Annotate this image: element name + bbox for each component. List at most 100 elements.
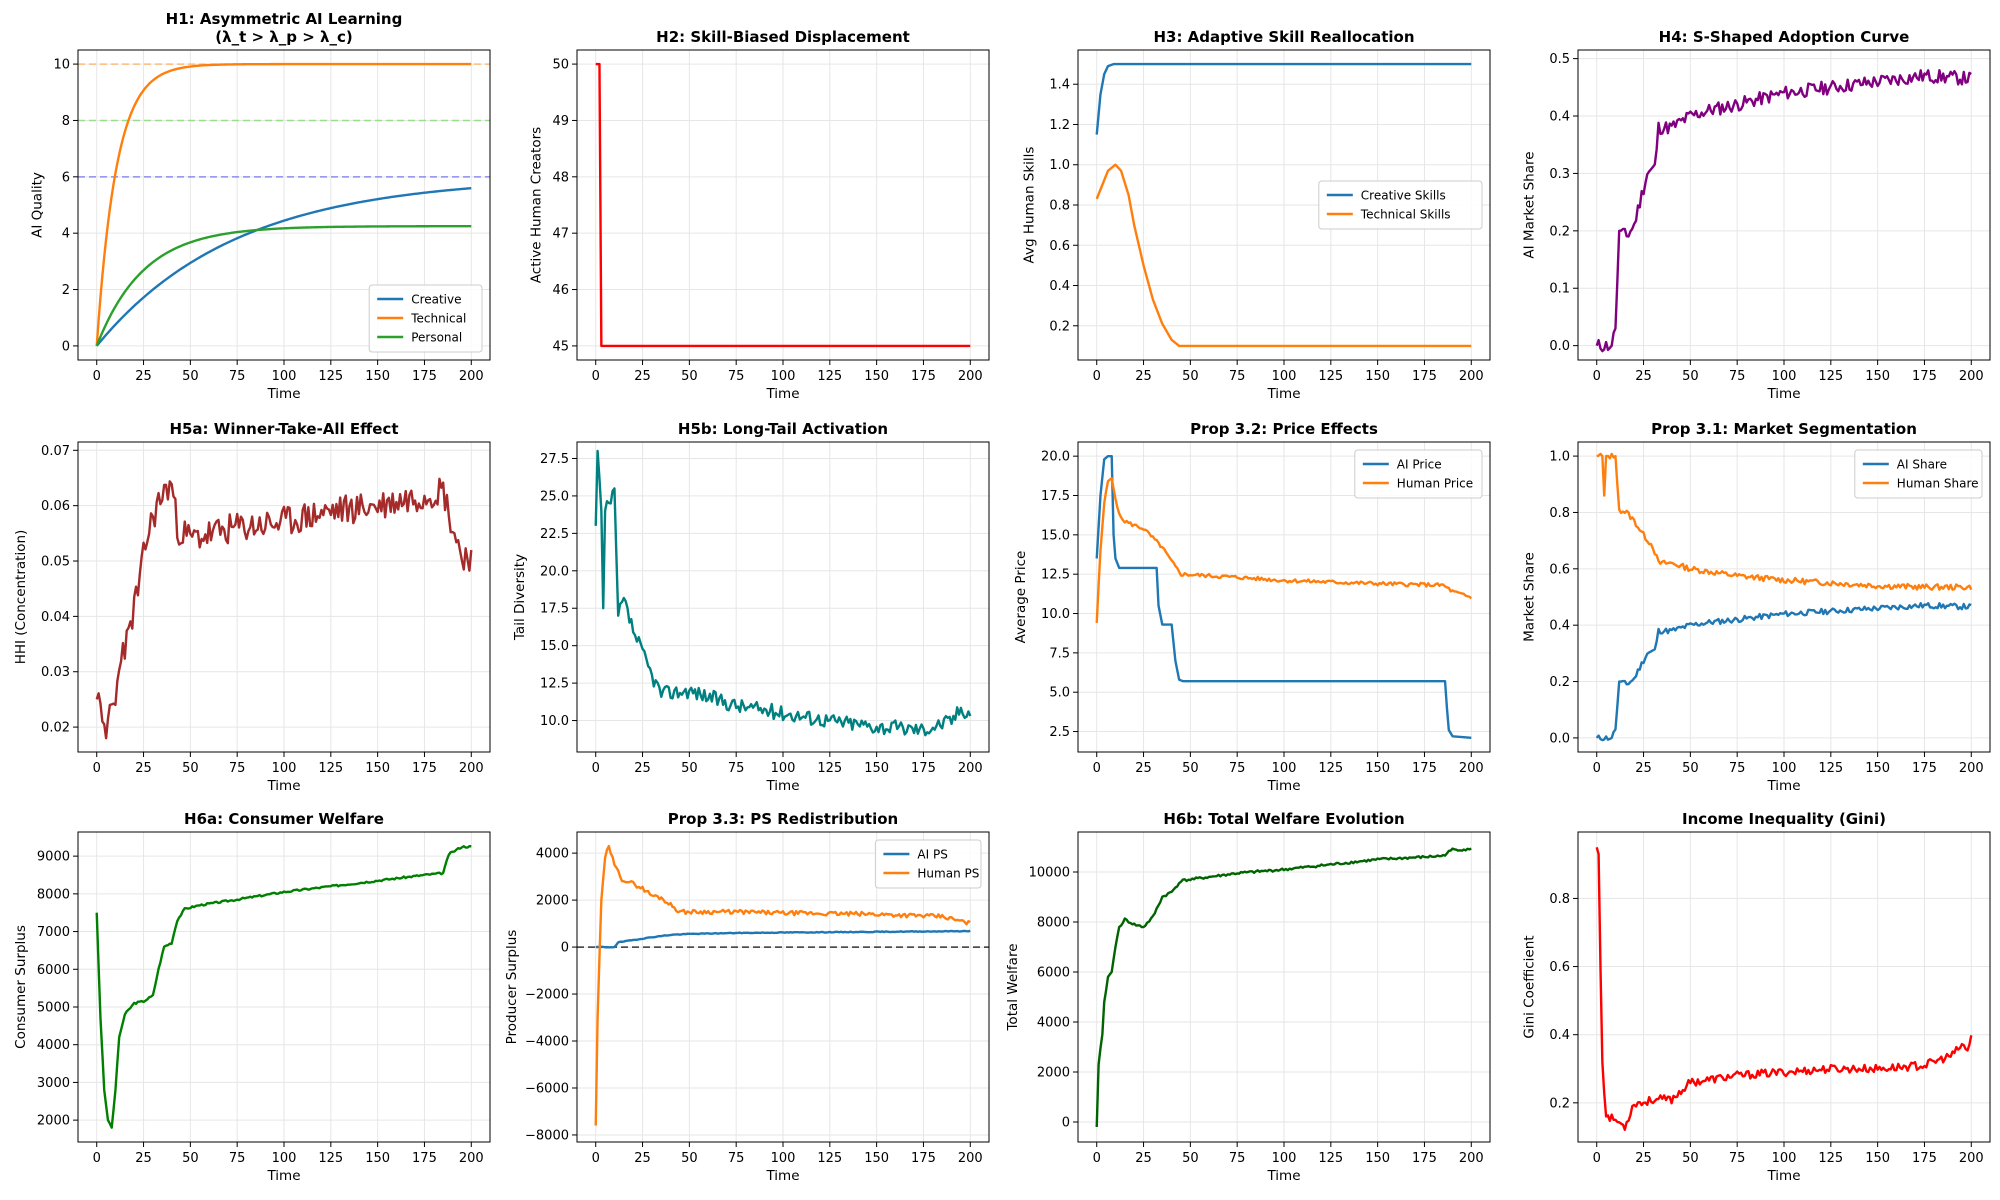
plot-area xyxy=(95,477,473,740)
y-axis-label: Producer Surplus xyxy=(504,930,520,1045)
x-axis-label: Time xyxy=(765,386,799,402)
chart-title: H2: Skill-Biased Displacement xyxy=(656,28,910,46)
y-axis-label: Tail Diversity xyxy=(512,554,528,641)
x-tick-label: 125 xyxy=(318,369,343,384)
x-tick-label: 100 xyxy=(771,1151,796,1166)
x-tick-label: 150 xyxy=(365,1151,390,1166)
y-axis-label: Average Price xyxy=(1013,551,1029,644)
series-line-creative xyxy=(95,186,472,347)
x-tick-label: 125 xyxy=(1818,761,1843,776)
legend-label: Creative xyxy=(411,293,461,307)
x-tick-label: 100 xyxy=(1772,1151,1797,1166)
y-tick-label: −8000 xyxy=(525,1128,569,1143)
legend-label: Human Share xyxy=(1897,477,1979,491)
x-tick-label: 200 xyxy=(958,761,983,776)
series-line-technical xyxy=(95,62,472,346)
y-axis-label: Active Human Creators xyxy=(529,127,545,283)
y-tick-label: 2000 xyxy=(1037,1066,1070,1081)
x-tick-label: 150 xyxy=(1365,369,1390,384)
y-tick-label: 0.02 xyxy=(41,721,70,736)
y-tick-label: 27.5 xyxy=(540,452,569,467)
x-axis-label: Time xyxy=(266,386,300,402)
x-tick-label: 75 xyxy=(728,761,745,776)
chart-h6a: 0 25 50 75 100 125 150 175 200 2000 3000 4000 5000 60… xyxy=(13,810,491,1184)
series-line-creative-skills xyxy=(1095,62,1472,135)
y-tick-label: 15.0 xyxy=(1041,528,1070,543)
series-line-human-share xyxy=(1596,452,1973,591)
x-tick-label: 50 xyxy=(182,369,199,384)
x-tick-label: 175 xyxy=(911,1151,936,1166)
y-tick-label: 15.0 xyxy=(540,639,569,654)
series-line-total-welfare xyxy=(1095,847,1472,1128)
x-tick-label: 25 xyxy=(135,369,152,384)
x-tick-label: 175 xyxy=(412,1151,437,1166)
y-tick-label: 12.5 xyxy=(1041,568,1070,583)
x-tick-label: 125 xyxy=(1818,1151,1843,1166)
plot-area xyxy=(594,844,971,1126)
y-tick-label: 50 xyxy=(552,58,569,73)
x-tick-label: 75 xyxy=(1729,761,1746,776)
x-tick-label: 0 xyxy=(1093,1151,1101,1166)
x-tick-label: 25 xyxy=(135,1151,152,1166)
y-axis-label: Total Welfare xyxy=(1005,943,1021,1031)
chart-title: Prop 3.3: PS Redistribution xyxy=(668,810,898,828)
x-tick-label: 150 xyxy=(864,369,889,384)
y-tick-label: 49 xyxy=(552,114,569,129)
series-line-ai-price xyxy=(1095,454,1472,740)
y-tick-label: −2000 xyxy=(525,988,569,1003)
chart-title: H6b: Total Welfare Evolution xyxy=(1163,810,1404,828)
y-tick-label: 2 xyxy=(62,283,70,298)
chart-title: H5b: Long-Tail Activation xyxy=(678,420,888,438)
x-tick-label: 0 xyxy=(592,761,600,776)
x-axis-label: Time xyxy=(266,1168,300,1184)
y-axis-label: AI Quality xyxy=(30,172,46,238)
y-tick-label: 0.8 xyxy=(1549,892,1570,907)
legend: Creative Skills Technical Skills xyxy=(1318,180,1483,230)
x-tick-label: 175 xyxy=(1412,761,1437,776)
y-tick-label: 5000 xyxy=(37,1000,70,1015)
y-tick-label: 0.2 xyxy=(1549,224,1570,239)
y-tick-label: 20.0 xyxy=(540,564,569,579)
y-tick-label: 0.4 xyxy=(1549,1028,1570,1043)
legend-label: AI Share xyxy=(1897,458,1947,472)
y-tick-label: 4000 xyxy=(37,1038,70,1053)
y-tick-label: 20.0 xyxy=(1041,450,1070,465)
x-tick-label: 150 xyxy=(864,1151,889,1166)
series-line-gini-coefficient xyxy=(1595,847,1973,1131)
x-tick-label: 150 xyxy=(1365,1151,1390,1166)
y-tick-label: 25.0 xyxy=(540,489,569,504)
legend-box xyxy=(1854,449,1983,499)
x-tick-label: 100 xyxy=(1772,369,1797,384)
plot-area xyxy=(95,844,472,1129)
y-tick-label: 10.0 xyxy=(540,714,569,729)
y-tick-label: 0.1 xyxy=(1549,282,1570,297)
x-tick-label: 0 xyxy=(93,761,101,776)
y-tick-label: 48 xyxy=(552,170,569,185)
y-tick-label: 0.06 xyxy=(41,499,70,514)
x-tick-label: 25 xyxy=(634,369,651,384)
x-tick-label: 125 xyxy=(1318,761,1343,776)
x-tick-label: 150 xyxy=(864,761,889,776)
y-tick-label: 0.4 xyxy=(1549,619,1570,634)
chart-h3: 0 25 50 75 100 125 150 175 200 0.2 0.4 0.6 0.8 1.0 1.2… xyxy=(1021,28,1491,402)
plot-area xyxy=(1095,847,1472,1128)
y-tick-label: 2000 xyxy=(536,894,569,909)
series-line-tail-diversity xyxy=(594,449,972,737)
x-tick-label: 125 xyxy=(817,369,842,384)
x-tick-label: 75 xyxy=(728,369,745,384)
x-tick-label: 200 xyxy=(958,1151,983,1166)
x-tick-label: 50 xyxy=(1182,761,1199,776)
legend-label: Human Price xyxy=(1397,477,1473,491)
x-tick-label: 50 xyxy=(1682,1151,1699,1166)
plot-area xyxy=(595,62,971,348)
y-tick-label: 6 xyxy=(62,170,70,185)
x-tick-label: 150 xyxy=(1865,1151,1890,1166)
x-tick-label: 50 xyxy=(1682,369,1699,384)
x-tick-label: 100 xyxy=(1272,1151,1297,1166)
x-tick-label: 0 xyxy=(93,1151,101,1166)
x-tick-label: 25 xyxy=(135,761,152,776)
x-tick-label: 100 xyxy=(272,1151,297,1166)
x-tick-label: 75 xyxy=(229,761,246,776)
y-tick-label: 4000 xyxy=(536,847,569,862)
